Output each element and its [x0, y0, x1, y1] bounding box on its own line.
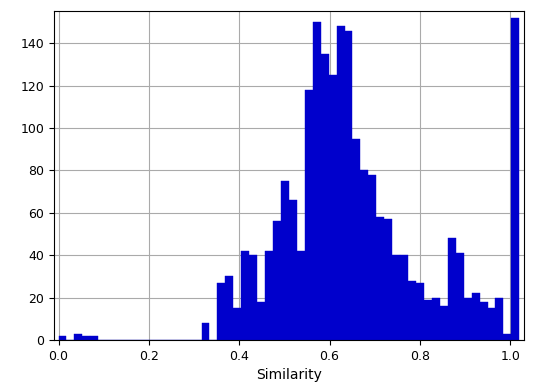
Bar [488, 308, 495, 340]
Bar [313, 22, 321, 340]
Bar [496, 298, 503, 340]
Bar [273, 221, 281, 340]
Bar [329, 75, 336, 340]
Bar [511, 18, 519, 340]
Bar [249, 255, 257, 340]
Bar [424, 300, 432, 340]
Bar [305, 90, 313, 340]
Bar [233, 308, 241, 340]
Bar [58, 336, 66, 340]
Bar [289, 200, 297, 340]
Bar [257, 302, 265, 340]
Bar [218, 283, 225, 340]
Bar [336, 26, 345, 340]
X-axis label: Similarity: Similarity [256, 368, 322, 382]
Bar [400, 255, 408, 340]
Bar [82, 336, 90, 340]
Bar [225, 277, 233, 340]
Bar [471, 293, 480, 340]
Bar [384, 219, 392, 340]
Bar [440, 306, 448, 340]
Bar [265, 251, 273, 340]
Bar [408, 281, 416, 340]
Bar [297, 251, 305, 340]
Bar [321, 54, 329, 340]
Bar [503, 333, 511, 340]
Bar [432, 298, 440, 340]
Bar [464, 298, 471, 340]
Bar [360, 170, 368, 340]
Bar [345, 31, 353, 340]
Bar [480, 302, 488, 340]
Bar [376, 217, 384, 340]
Bar [392, 255, 400, 340]
Bar [416, 283, 424, 340]
Bar [448, 238, 456, 340]
Bar [201, 323, 210, 340]
Bar [353, 139, 360, 340]
Bar [90, 336, 98, 340]
Bar [456, 253, 464, 340]
Bar [368, 175, 376, 340]
Bar [75, 333, 82, 340]
Bar [241, 251, 249, 340]
Bar [281, 181, 289, 340]
